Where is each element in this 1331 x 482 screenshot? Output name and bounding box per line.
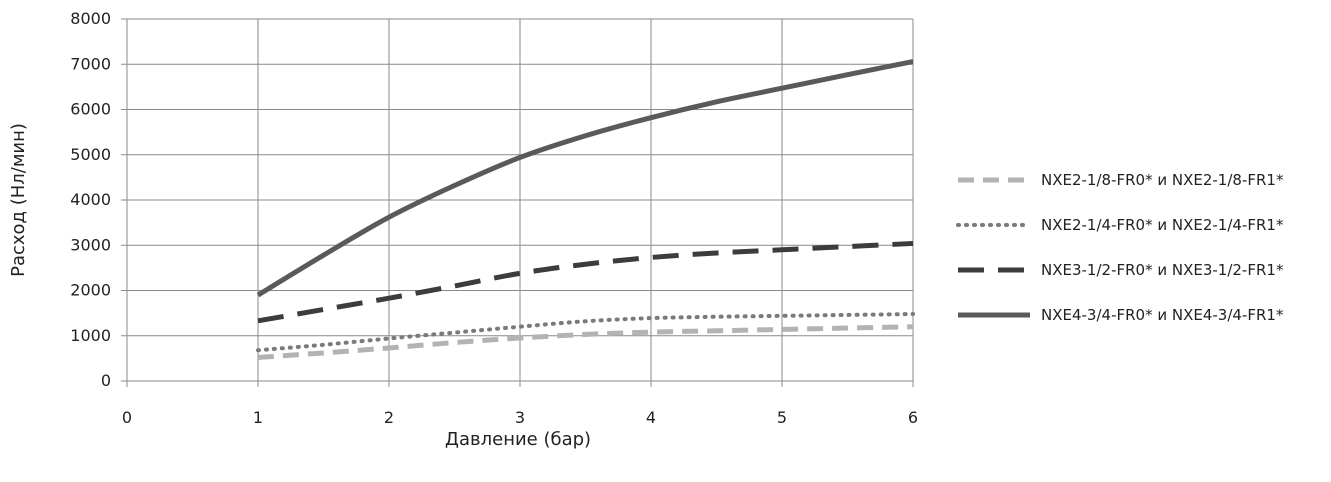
- x-tick-label: 2: [384, 408, 394, 427]
- y-axis-title: Расход (Нл/мин): [8, 123, 29, 277]
- y-tick-label: 0: [101, 371, 111, 390]
- x-tick-label: 1: [253, 408, 263, 427]
- x-tick-label: 3: [515, 408, 525, 427]
- x-axis-title: Давление (бар): [445, 429, 591, 450]
- legend-label: NXE2-1/8-FR0* и NXE2-1/8-FR1*: [1041, 171, 1284, 189]
- y-tick-label: 7000: [70, 54, 111, 73]
- y-tick-label: 6000: [70, 100, 111, 119]
- legend-item: NXE2-1/4-FR0* и NXE2-1/4-FR1*: [956, 216, 1284, 234]
- x-tick-label: 4: [646, 408, 656, 427]
- legend-label: NXE2-1/4-FR0* и NXE2-1/4-FR1*: [1041, 216, 1284, 234]
- y-tick-label: 3000: [70, 235, 111, 254]
- legend-item: NXE2-1/8-FR0* и NXE2-1/8-FR1*: [958, 171, 1284, 189]
- legend: NXE2-1/8-FR0* и NXE2-1/8-FR1* NXE2-1/4-FR…: [956, 171, 1284, 324]
- x-tick-label: 0: [122, 408, 132, 427]
- tick-labels: 0 1000 2000 3000 4000 5000 6000 7000 8000 0 1 2 3 4 5 6: [70, 9, 918, 427]
- legend-label: NXE4-3/4-FR0* и NXE4-3/4-FR1*: [1041, 306, 1284, 324]
- x-tick-label: 6: [908, 408, 918, 427]
- series-line-3: [256, 59, 914, 298]
- y-tick-label: 4000: [70, 190, 111, 209]
- legend-item: NXE3-1/2-FR0* и NXE3-1/2-FR1*: [958, 261, 1284, 279]
- y-tick-label: 1000: [70, 326, 111, 345]
- series-lines: [256, 59, 915, 360]
- axes: [121, 18, 914, 387]
- series-line-1: [256, 312, 915, 353]
- grid: [127, 18, 914, 381]
- y-tick-label: 5000: [70, 145, 111, 164]
- series-line-2: [257, 240, 914, 324]
- x-tick-label: 5: [777, 408, 787, 427]
- legend-item: NXE4-3/4-FR0* и NXE4-3/4-FR1*: [958, 306, 1284, 324]
- y-tick-label: 8000: [70, 9, 111, 28]
- series-line-0: [257, 324, 914, 360]
- legend-label: NXE3-1/2-FR0* и NXE3-1/2-FR1*: [1041, 261, 1284, 279]
- y-tick-label: 2000: [70, 281, 111, 300]
